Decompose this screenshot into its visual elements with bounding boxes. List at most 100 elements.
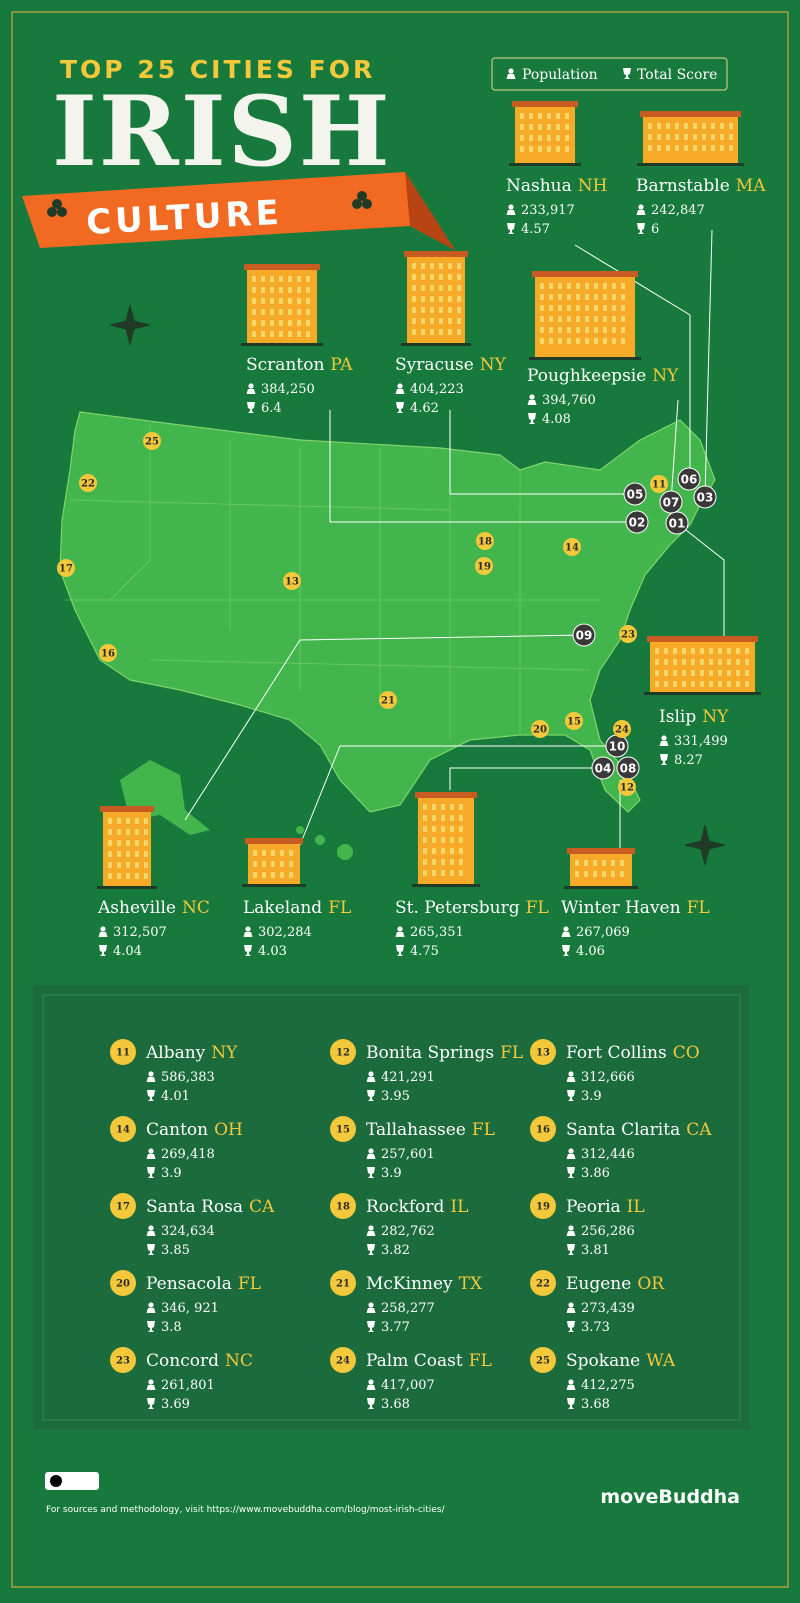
population: 267,069	[576, 925, 630, 940]
person-icon	[661, 735, 667, 741]
rank-badge	[330, 1193, 356, 1219]
brand: moveBuddha	[600, 1486, 740, 1508]
window	[558, 283, 562, 289]
population: 312,446	[581, 1147, 635, 1162]
window	[682, 681, 686, 687]
window	[575, 860, 579, 866]
window	[520, 135, 524, 141]
window	[288, 276, 292, 282]
window	[682, 670, 686, 676]
population: 346, 921	[161, 1301, 219, 1316]
window	[412, 274, 416, 280]
population: 269,418	[161, 1147, 215, 1162]
window	[279, 276, 283, 282]
window	[271, 872, 275, 878]
population: 242,847	[651, 203, 705, 218]
state: FL	[328, 898, 351, 918]
window	[288, 331, 292, 337]
window	[558, 305, 562, 311]
person-icon	[527, 400, 537, 405]
state: NY	[480, 355, 507, 375]
person-icon	[148, 1379, 154, 1385]
city: Barnstable	[636, 176, 730, 196]
window	[252, 331, 256, 337]
person-icon	[366, 1077, 376, 1082]
window	[459, 837, 463, 843]
window	[297, 331, 301, 337]
window	[450, 859, 454, 865]
window	[432, 826, 436, 832]
person-icon	[100, 926, 106, 932]
state: WA	[646, 1351, 676, 1371]
title-line1: TOP 25 CITIES FOR	[60, 55, 375, 84]
window	[270, 298, 274, 304]
window	[423, 826, 427, 832]
marker	[659, 490, 683, 514]
person-icon	[566, 1077, 576, 1082]
window	[745, 681, 749, 687]
window	[727, 648, 731, 654]
rank-badge	[530, 1270, 556, 1296]
window	[540, 283, 544, 289]
window	[621, 305, 625, 311]
window	[457, 307, 461, 313]
window	[439, 307, 443, 313]
marker	[563, 538, 581, 556]
window	[549, 305, 553, 311]
rank-badge	[110, 1193, 136, 1219]
window	[441, 848, 445, 854]
window	[657, 145, 661, 151]
window	[439, 318, 443, 324]
window	[279, 287, 283, 293]
marker-label: 25	[145, 437, 159, 448]
score: 4.03	[258, 944, 287, 959]
license-icon	[50, 1475, 62, 1487]
trophy-icon	[367, 1398, 375, 1409]
state: NY	[652, 366, 679, 386]
trophy-icon	[567, 1321, 575, 1332]
person-icon	[148, 1148, 154, 1154]
window	[423, 837, 427, 843]
window	[306, 276, 310, 282]
window	[262, 872, 266, 878]
person-icon	[146, 1231, 156, 1236]
window	[585, 294, 589, 300]
trophy-icon	[567, 1167, 575, 1178]
window	[279, 309, 283, 315]
window	[423, 804, 427, 810]
window	[612, 294, 616, 300]
city-name: Scranton PA	[246, 355, 353, 375]
building-base	[529, 357, 641, 360]
rank: 11	[116, 1048, 130, 1059]
window	[540, 294, 544, 300]
window	[144, 862, 148, 868]
window	[126, 873, 130, 879]
window	[621, 338, 625, 344]
window	[711, 123, 715, 129]
window	[702, 145, 706, 151]
window	[529, 124, 533, 130]
window	[270, 309, 274, 315]
state: TX	[459, 1274, 483, 1294]
city-name: Rockford IL	[366, 1197, 468, 1217]
window	[655, 681, 659, 687]
marker-label: 12	[620, 783, 634, 794]
building-base	[412, 884, 480, 887]
trophy-icon	[367, 1321, 375, 1332]
window	[585, 316, 589, 322]
population: 394,760	[542, 393, 596, 408]
window	[439, 296, 443, 302]
window	[720, 134, 724, 140]
population: 302,284	[258, 925, 312, 940]
marker-label: 06	[681, 473, 698, 487]
window	[108, 829, 112, 835]
window	[135, 873, 139, 879]
window	[432, 815, 436, 821]
window	[253, 872, 257, 878]
window	[279, 331, 283, 337]
marker-label: 22	[81, 479, 95, 490]
window	[144, 818, 148, 824]
window	[655, 670, 659, 676]
score: 3.86	[581, 1166, 610, 1181]
window	[270, 287, 274, 293]
